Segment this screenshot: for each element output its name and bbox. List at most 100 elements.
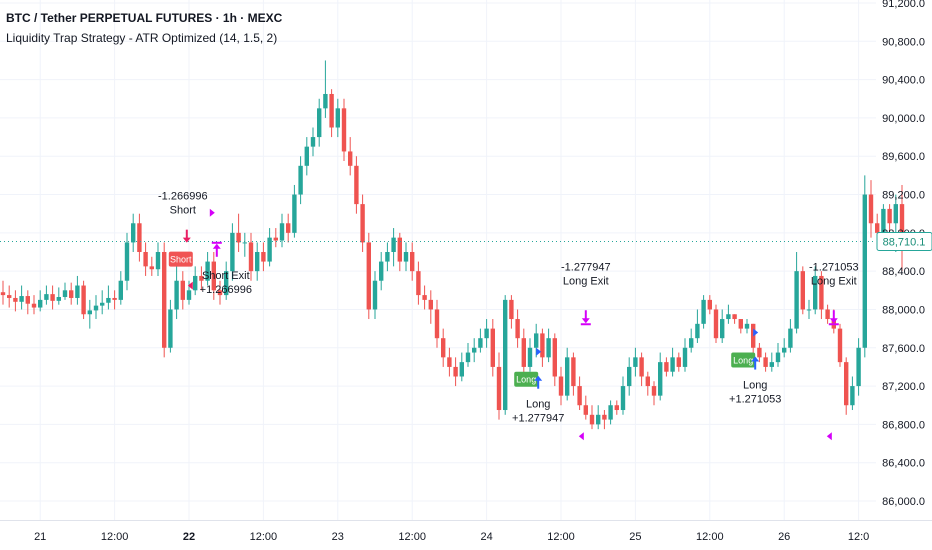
candle-body	[459, 362, 464, 377]
candle-body	[540, 333, 545, 358]
candle-body	[844, 362, 849, 406]
long-exit-label: -1.271053	[809, 261, 859, 273]
y-tick-label: 88,400.0	[882, 266, 925, 278]
candle-body	[106, 297, 111, 303]
candle-body	[565, 357, 570, 396]
indicator-label[interactable]: Liquidity Trap Strategy - ATR Optimized …	[6, 31, 278, 45]
long-tag	[731, 352, 756, 368]
candle-body	[689, 338, 694, 348]
candle-body	[323, 93, 328, 109]
long-entry-label: +1.277947	[512, 413, 564, 425]
candle-body	[385, 252, 390, 262]
candle-body	[645, 376, 650, 387]
arrow-head	[182, 237, 191, 243]
candle-body	[131, 223, 136, 243]
long-exit-arrow	[829, 310, 838, 324]
x-tick-label: 12:00	[398, 531, 426, 543]
candle-body	[193, 275, 198, 291]
y-tick-label: 89,600.0	[882, 151, 925, 163]
candle-body	[664, 362, 669, 372]
short-tag	[168, 251, 193, 267]
candle-body	[441, 338, 446, 358]
candle-body	[403, 252, 409, 262]
candle-body	[341, 108, 347, 152]
candle-body	[490, 328, 495, 367]
short-exit-label: Short Exit	[202, 270, 250, 282]
x-tick-label: 12:00	[547, 531, 575, 543]
candle-body	[62, 290, 68, 298]
candle-body	[608, 405, 613, 420]
candle-body	[354, 165, 359, 205]
x-tick-label: 26	[778, 531, 790, 543]
x-tick-label: 12:00	[101, 531, 129, 543]
long-exit-arrow	[581, 310, 590, 324]
candle-body	[366, 242, 371, 310]
long-exit-label: -1.277947	[561, 261, 611, 273]
candle-body	[757, 347, 762, 358]
candle-body	[899, 204, 905, 242]
candle-body	[372, 280, 378, 310]
grid	[0, 0, 876, 520]
candle-body	[868, 194, 874, 224]
candle-body	[651, 386, 657, 396]
short-marker	[187, 281, 193, 290]
candle-body	[521, 338, 526, 367]
candle-body	[379, 261, 384, 281]
candle-body	[769, 362, 774, 367]
candle-body	[410, 252, 415, 272]
candle-body	[732, 314, 737, 320]
candle-body	[546, 338, 551, 358]
long-arrow	[534, 375, 543, 389]
candle-body	[292, 194, 297, 233]
candle-body	[93, 305, 99, 311]
candle-body	[800, 271, 805, 310]
candle-body	[44, 294, 49, 300]
candle-body	[69, 290, 74, 298]
candle-body	[248, 242, 254, 272]
candle-body	[837, 328, 843, 363]
long-entry-label: Long	[526, 399, 550, 411]
arrow-head	[534, 375, 543, 381]
candle-body	[713, 309, 719, 339]
candle-body	[360, 204, 365, 243]
long-marker	[536, 347, 542, 356]
symbol-title[interactable]: BTC / Tether PERPETUAL FUTURES · 1h · ME…	[6, 11, 283, 25]
candle-body	[31, 303, 37, 308]
y-tick-label: 89,200.0	[882, 190, 925, 202]
candle-body	[496, 366, 502, 411]
candle-body	[230, 232, 235, 272]
candle-body	[813, 275, 818, 310]
candle-body	[465, 352, 471, 363]
candle-body	[335, 108, 340, 128]
candle-body	[720, 319, 725, 339]
candle-body	[317, 108, 322, 138]
last-price-tag	[876, 231, 932, 251]
y-tick-label: 87,600.0	[882, 343, 925, 355]
candle-body	[186, 290, 192, 300]
candle-body	[13, 297, 18, 302]
candle-body	[782, 347, 787, 353]
y-tick-label: 88,000.0	[882, 304, 925, 316]
candle-body	[267, 237, 272, 262]
candle-body	[180, 280, 185, 300]
candle-body	[887, 208, 892, 224]
candle-body	[447, 357, 452, 367]
candle-body	[391, 237, 396, 252]
candle-body	[571, 357, 576, 387]
x-tick-label: 24	[480, 531, 492, 543]
chart-legend: BTC / Tether PERPETUAL FUTURES · 1h · ME…	[6, 8, 282, 48]
candle-body	[453, 366, 458, 377]
long-exit-label: Long Exit	[811, 275, 857, 287]
candle-body	[50, 294, 55, 301]
candle-body	[806, 309, 812, 311]
candle-body	[472, 347, 477, 353]
short-entry-label: -1.266996	[158, 191, 208, 203]
candle-body	[794, 271, 799, 329]
price-axis: 91,200.0 90,800.0 90,400.0 90,000.0 89,600.0…	[876, 0, 932, 508]
x-tick-label: 22	[183, 531, 195, 543]
candle-body	[56, 297, 61, 301]
short-arrow	[182, 229, 191, 243]
candle-body	[726, 314, 731, 320]
